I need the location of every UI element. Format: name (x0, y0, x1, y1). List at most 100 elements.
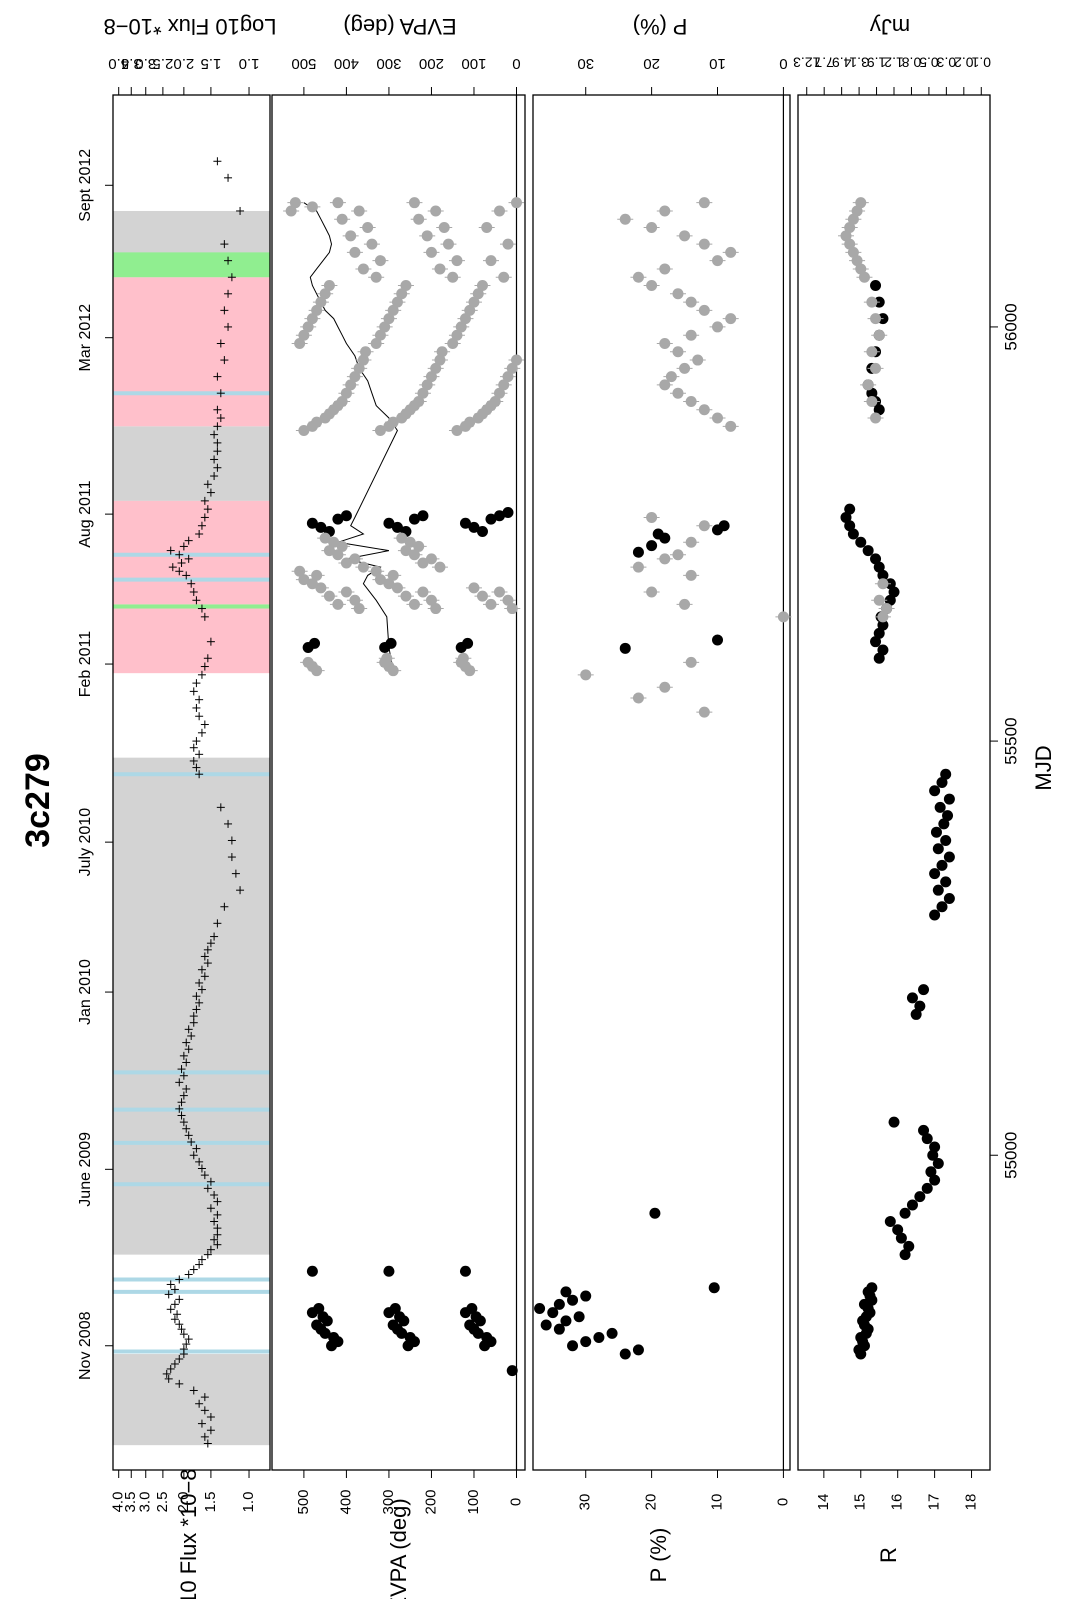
pol-point (712, 255, 724, 267)
pol-point (619, 1348, 631, 1360)
pol-point (652, 528, 664, 540)
pol-point (659, 681, 671, 693)
optical-point (888, 1116, 900, 1128)
evpa-point (319, 532, 331, 544)
evpa-point (387, 304, 399, 316)
flux-tick-label: 0.8 (902, 54, 922, 70)
optical-point (881, 603, 893, 615)
optical-point (940, 876, 952, 888)
optical-point (892, 1224, 904, 1236)
optical-point (899, 1249, 911, 1261)
pol-point (698, 197, 710, 209)
flux-tick-label: 0.5 (919, 54, 939, 70)
pol-point (540, 1319, 552, 1331)
evpa-point (413, 540, 425, 552)
optical-point (877, 619, 889, 631)
evpa-point (323, 545, 335, 557)
evpa-point (462, 637, 474, 649)
evpa-point (311, 304, 323, 316)
pol-point (632, 561, 644, 573)
evpa-point (332, 598, 344, 610)
optical-point (895, 1232, 907, 1244)
optical-point (929, 785, 941, 797)
optical-point (906, 1199, 918, 1211)
pol-point (547, 1307, 559, 1319)
evpa-point (306, 201, 318, 213)
evpa-point (466, 1302, 478, 1314)
evpa-point (383, 517, 395, 529)
optical-point (929, 1174, 941, 1186)
panel-frame-optical (797, 94, 991, 1471)
tick-top-label-evpa: 400 (334, 55, 359, 72)
optical-point (884, 1216, 896, 1228)
evpa-point (298, 574, 310, 586)
tick-label-optical: 16 (889, 1494, 906, 1511)
optical-point (873, 652, 885, 664)
pol-point (685, 656, 697, 668)
tick-label-optical: 17 (926, 1494, 943, 1511)
pol-point (659, 263, 671, 275)
evpa-point (315, 582, 327, 594)
evpa-point (417, 557, 429, 569)
evpa-point (447, 337, 459, 349)
evpa-point (285, 205, 297, 217)
optical-point (847, 528, 859, 540)
date-tick-label: Feb 2011 (77, 631, 94, 698)
evpa-point (345, 230, 357, 242)
evpa-point (336, 395, 348, 407)
evpa-point (476, 526, 488, 538)
evpa-point (306, 313, 318, 325)
evpa-point (374, 329, 386, 341)
evpa-point (323, 280, 335, 292)
date-tick-label: Nov 2008 (77, 1311, 94, 1380)
evpa-point (502, 506, 514, 518)
flux-tick-label: 1.2 (884, 54, 904, 70)
evpa-point (510, 197, 522, 209)
evpa-point (381, 652, 393, 664)
optical-point (870, 362, 882, 374)
evpa-point (438, 222, 450, 234)
ylabel-pol: P (%) (646, 1528, 671, 1583)
shaded-region (113, 277, 270, 427)
tick-top-label-pol: 30 (577, 55, 594, 72)
tick-label-evpa: 100 (465, 1489, 482, 1514)
shaded-region (113, 426, 270, 501)
evpa-point (370, 271, 382, 283)
evpa-point (468, 521, 480, 533)
optical-point (932, 1158, 944, 1170)
evpa-point (306, 517, 318, 529)
evpa-point (506, 1365, 518, 1377)
optical-point (932, 884, 944, 896)
tick-label-evpa: 300 (380, 1489, 397, 1514)
pol-point (580, 669, 592, 681)
optical-point (873, 627, 885, 639)
shaded-region (113, 252, 270, 278)
shaded-region (113, 1354, 270, 1446)
date-tick-label: July 2010 (77, 808, 94, 877)
optical-point (862, 545, 874, 557)
evpa-point (379, 321, 391, 333)
optical-point (866, 1282, 878, 1294)
optical-point (855, 197, 867, 209)
evpa-point (319, 288, 331, 300)
evpa-point (485, 598, 497, 610)
optical-point (855, 263, 867, 275)
optical-point (862, 379, 874, 391)
tick-label-optical: 15 (852, 1494, 869, 1511)
evpa-point (417, 510, 429, 522)
evpa-point (394, 1311, 406, 1323)
optical-point (844, 238, 856, 250)
pol-point (632, 271, 644, 283)
evpa-point (447, 271, 459, 283)
tick-top-label-evpa: 100 (461, 55, 486, 72)
evpa-point (298, 329, 310, 341)
panel-frame-gamma (112, 94, 271, 1471)
evpa-point (383, 1265, 395, 1277)
optical-point (943, 793, 955, 805)
evpa-point (417, 387, 429, 399)
optical-point (847, 246, 859, 258)
optical-point (906, 992, 918, 1004)
optical-point (877, 578, 889, 590)
tick-label-optical: 14 (815, 1494, 832, 1511)
